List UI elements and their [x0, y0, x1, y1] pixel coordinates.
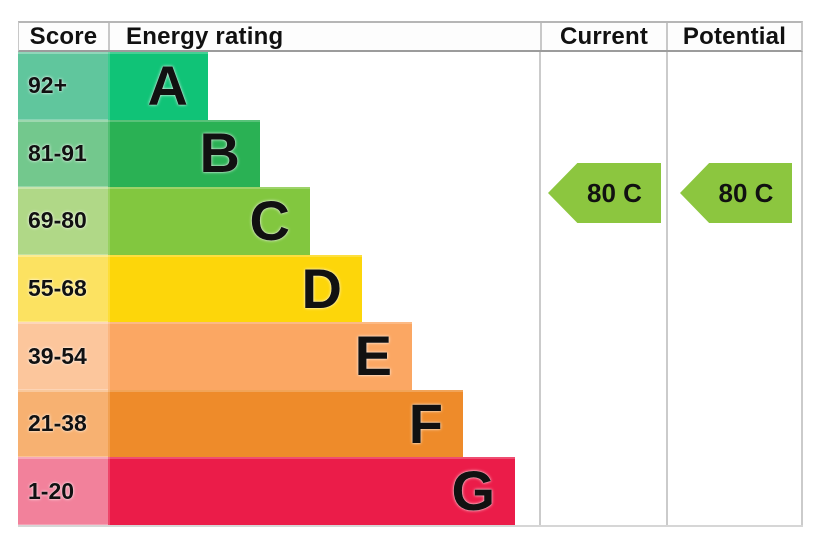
rating-bar: B — [108, 119, 260, 188]
band-row-b: 81-91 B — [18, 119, 803, 188]
score-range-label: 39-54 — [28, 342, 87, 369]
rating-bar: E — [108, 322, 412, 390]
score-range-label: 69-80 — [28, 207, 87, 234]
band-letter: F — [408, 391, 443, 455]
score-cell: 1-20 — [18, 457, 108, 526]
rating-bar: G — [108, 457, 515, 526]
column-header-energy-rating: Energy rating — [108, 23, 540, 50]
score-cell: 55-68 — [18, 254, 108, 323]
current-rating-label: 80 C — [587, 177, 642, 208]
band-letter: E — [354, 324, 392, 388]
rating-bar: A — [108, 52, 208, 120]
band-letter: D — [301, 256, 342, 320]
potential-rating-label: 80 C — [718, 177, 774, 208]
column-divider-potential — [666, 52, 668, 525]
score-range-label: 92+ — [28, 72, 68, 99]
score-cell: 81-91 — [18, 119, 108, 188]
score-range-label: 55-68 — [28, 275, 87, 302]
rating-bar: D — [108, 254, 362, 323]
rating-bar: C — [108, 187, 310, 255]
rating-table: Score Energy rating Current Potential 92… — [18, 21, 803, 527]
score-range-label: 81-91 — [28, 139, 87, 166]
band-letter: G — [451, 459, 495, 523]
band-row-f: 21-38 F — [18, 389, 803, 458]
chart-rows: 92+ A 81-91 B 69-80 C 55-68 D 39-54 E — [18, 52, 803, 526]
column-header-score: Score — [29, 22, 98, 50]
table-header: Score Energy rating Current Potential — [18, 21, 803, 52]
band-row-g: 1-20 G — [18, 457, 803, 526]
column-header-current: Current — [540, 23, 666, 50]
score-cell: 39-54 — [18, 322, 108, 390]
score-cell: 21-38 — [18, 389, 108, 458]
band-letter: B — [199, 121, 240, 185]
band-letter: C — [249, 188, 290, 252]
rating-bar: F — [108, 389, 463, 458]
band-row-e: 39-54 E — [18, 322, 803, 390]
column-header-potential: Potential — [666, 23, 801, 50]
chart-body: 92+ A 81-91 B 69-80 C 55-68 D 39-54 E — [18, 52, 803, 526]
band-row-a: 92+ A — [18, 52, 803, 120]
score-cell: 92+ — [18, 52, 108, 120]
band-row-d: 55-68 D — [18, 254, 803, 323]
column-divider-current — [539, 52, 541, 525]
score-cell: 69-80 — [18, 187, 108, 255]
score-range-label: 21-38 — [28, 410, 87, 437]
table-right-border — [801, 52, 803, 525]
score-range-label: 1-20 — [28, 477, 75, 504]
band-row-c: 69-80 C — [18, 187, 803, 255]
band-letter: A — [147, 53, 188, 117]
